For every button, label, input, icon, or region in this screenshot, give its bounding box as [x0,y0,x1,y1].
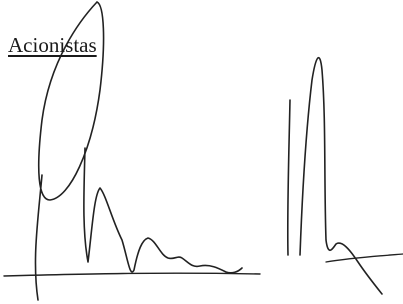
signature-strokes [84,148,242,273]
signature-right [288,58,382,294]
heading: Acionistas [8,33,97,58]
baseline-right [326,254,403,262]
page: Acionistas {"heading": "Acionistas"} (()… [0,0,403,304]
baseline-left [4,273,260,276]
